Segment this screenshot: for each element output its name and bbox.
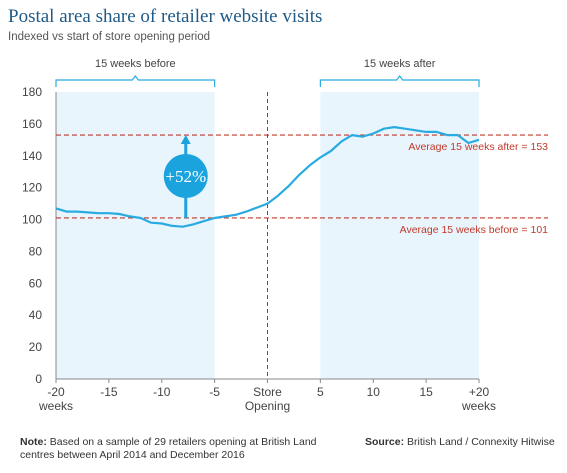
x-tick-sublabel: weeks bbox=[38, 399, 73, 413]
source-label: Source: bbox=[365, 436, 405, 448]
x-tick-label: +20 bbox=[469, 385, 490, 399]
x-tick-sublabel: weeks bbox=[461, 399, 496, 413]
change-label: +52% bbox=[165, 167, 206, 186]
x-tick-label: Store bbox=[253, 385, 282, 399]
period-label-2: 15 weeks after bbox=[364, 58, 436, 70]
y-tick-label: 180 bbox=[22, 85, 42, 99]
x-tick-label: -10 bbox=[153, 385, 171, 399]
x-tick-label: 10 bbox=[367, 385, 381, 399]
note-text: Based on a sample of 29 retailers openin… bbox=[20, 436, 317, 461]
note-label: Note: bbox=[20, 436, 47, 448]
x-tick-sublabel: Opening bbox=[245, 399, 290, 413]
shaded-region-1 bbox=[56, 92, 215, 379]
x-tick-label: -5 bbox=[209, 385, 220, 399]
average-label-1: Average 15 weeks after = 153 bbox=[408, 141, 548, 153]
y-tick-label: 160 bbox=[22, 117, 42, 131]
x-tick-label: -15 bbox=[100, 385, 118, 399]
x-tick-label: 5 bbox=[317, 385, 324, 399]
series-line-1 bbox=[55, 125, 480, 228]
y-tick-label: 20 bbox=[29, 340, 43, 354]
shaded-region-2 bbox=[320, 92, 479, 379]
y-tick-label: 60 bbox=[29, 276, 43, 290]
y-tick-label: 0 bbox=[35, 372, 42, 386]
average-label-2: Average 15 weeks before = 101 bbox=[400, 224, 549, 236]
source-text: British Land / Connexity Hitwise bbox=[404, 436, 555, 448]
period-bracket-1 bbox=[55, 75, 216, 87]
x-tick-label: -20 bbox=[47, 385, 65, 399]
period-label-1: 15 weeks before bbox=[95, 58, 176, 70]
y-tick-label: 40 bbox=[29, 308, 43, 322]
footnote: Note: Based on a sample of 29 retailers … bbox=[20, 436, 320, 462]
x-tick-label: 15 bbox=[419, 385, 433, 399]
chart-title: Postal area share of retailer website vi… bbox=[8, 6, 323, 27]
change-bubble bbox=[163, 154, 208, 198]
y-tick-label: 80 bbox=[29, 244, 43, 258]
change-arrow-head bbox=[180, 135, 191, 145]
chart-subtitle: Indexed vs start of store opening period bbox=[8, 31, 211, 43]
source-credit: Source: British Land / Connexity Hitwise bbox=[365, 436, 555, 449]
y-tick-label: 100 bbox=[22, 213, 42, 227]
period-bracket-2 bbox=[319, 75, 480, 87]
y-tick-label: 120 bbox=[22, 181, 42, 195]
y-tick-label: 140 bbox=[22, 149, 42, 163]
